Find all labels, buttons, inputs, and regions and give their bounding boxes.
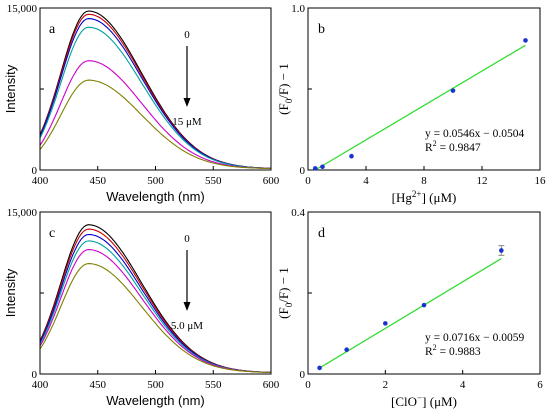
arrow-head [183, 302, 191, 311]
panel-label: c [49, 226, 55, 241]
x-tick-label: 500 [147, 379, 164, 391]
panel-b: 0 4 8 12 16 0 1.0 [Hg2+] (μM) (F0/F) − 1 b y = 0.0… [276, 3, 546, 205]
spectrum-line-3 [39, 233, 271, 373]
data-point [499, 248, 504, 253]
annotation-start: 0 [184, 233, 190, 245]
x-tick-label: 16 [535, 175, 547, 187]
data-point [344, 347, 349, 353]
data-point [312, 166, 318, 171]
x-tick-label: 4 [363, 175, 369, 187]
spectrum-line-6 [39, 79, 272, 170]
data-point [317, 365, 322, 371]
x-tick-label: 6 [537, 379, 543, 391]
x-tick-label: 8 [421, 175, 427, 187]
panel-d: 0 2 4 6 0 0.4 [ClO−] (μM) (F0/F) − 1 d y = 0.0716… [276, 207, 543, 409]
x-tick-label: 450 [90, 175, 107, 187]
spectrum-line-1 [39, 10, 272, 169]
annotation-end: 5.0 μM [171, 320, 203, 332]
plot-frame [307, 7, 541, 171]
data-point [421, 302, 427, 308]
data-point [523, 38, 528, 43]
arrow-head [183, 98, 191, 107]
plot-frame [307, 211, 541, 375]
x-tick-label: 0 [305, 175, 311, 187]
panel-label: a [49, 22, 56, 37]
y-tick-label: 15,000 [7, 3, 38, 15]
x-axis-label: [ClO−] (μM) [391, 393, 457, 409]
panel-label: d [318, 226, 325, 241]
fit-equation: y = 0.0546x − 0.0504 [425, 128, 524, 140]
spectrum-line-4 [39, 26, 271, 169]
y-axis-label: Intensity [3, 64, 18, 113]
y-tick-label: 0 [32, 369, 38, 381]
data-point [349, 153, 354, 159]
fit-line [314, 44, 526, 171]
y-tick-label: 0 [32, 165, 38, 177]
y-axis-label: (F0/F) − 1 [276, 63, 294, 115]
spectrum-line-6 [39, 263, 271, 373]
x-tick-label: 400 [32, 175, 49, 187]
x-axis-label: Wavelength (nm) [106, 189, 205, 204]
x-tick-label: 450 [90, 379, 107, 391]
x-axis-label: [Hg2+] (μM) [392, 189, 457, 205]
x-axis-label: Wavelength (nm) [106, 393, 205, 408]
x-tick-label: 550 [205, 379, 222, 391]
x-tick-label: 4 [460, 379, 466, 391]
x-tick-label: 550 [205, 175, 222, 187]
x-tick-label: 400 [32, 379, 49, 391]
data-point [320, 164, 325, 170]
x-tick-label: 600 [263, 175, 280, 187]
fit-r-squared: R2 = 0.9847 [425, 139, 481, 154]
data-point [383, 321, 388, 326]
y-tick-label: 0 [300, 165, 306, 177]
annotation-end: 15 μM [172, 116, 202, 128]
fit-line [319, 258, 502, 369]
fit-r-squared: R2 = 0.9883 [425, 343, 481, 358]
panel-a: 400 450 500 550 600 0 15,000 Wavelength (nm) Int… [3, 3, 280, 204]
y-axis-label: Intensity [3, 268, 18, 317]
panel-label: b [318, 22, 325, 37]
x-tick-label: 600 [263, 379, 280, 391]
spectrum-line-3 [39, 18, 272, 169]
y-tick-label: 15,000 [7, 207, 38, 219]
panel-c: 400 450 500 550 600 0 15,000 Wavelength (nm) Int… [3, 207, 280, 408]
y-tick-label: 1.0 [291, 3, 305, 15]
x-tick-label: 2 [383, 379, 389, 391]
y-tick-label: 0 [300, 369, 306, 381]
y-axis-label: (F0/F) − 1 [276, 267, 294, 319]
annotation-start: 0 [184, 29, 190, 41]
x-tick-label: 0 [305, 379, 311, 391]
x-tick-label: 500 [147, 175, 164, 187]
fit-equation: y = 0.0716x − 0.0059 [425, 332, 524, 344]
x-tick-label: 12 [477, 175, 488, 187]
data-point [450, 88, 456, 93]
plot-frame [39, 211, 272, 375]
spectrum-line-5 [39, 60, 271, 169]
y-tick-label: 0.4 [291, 207, 305, 219]
